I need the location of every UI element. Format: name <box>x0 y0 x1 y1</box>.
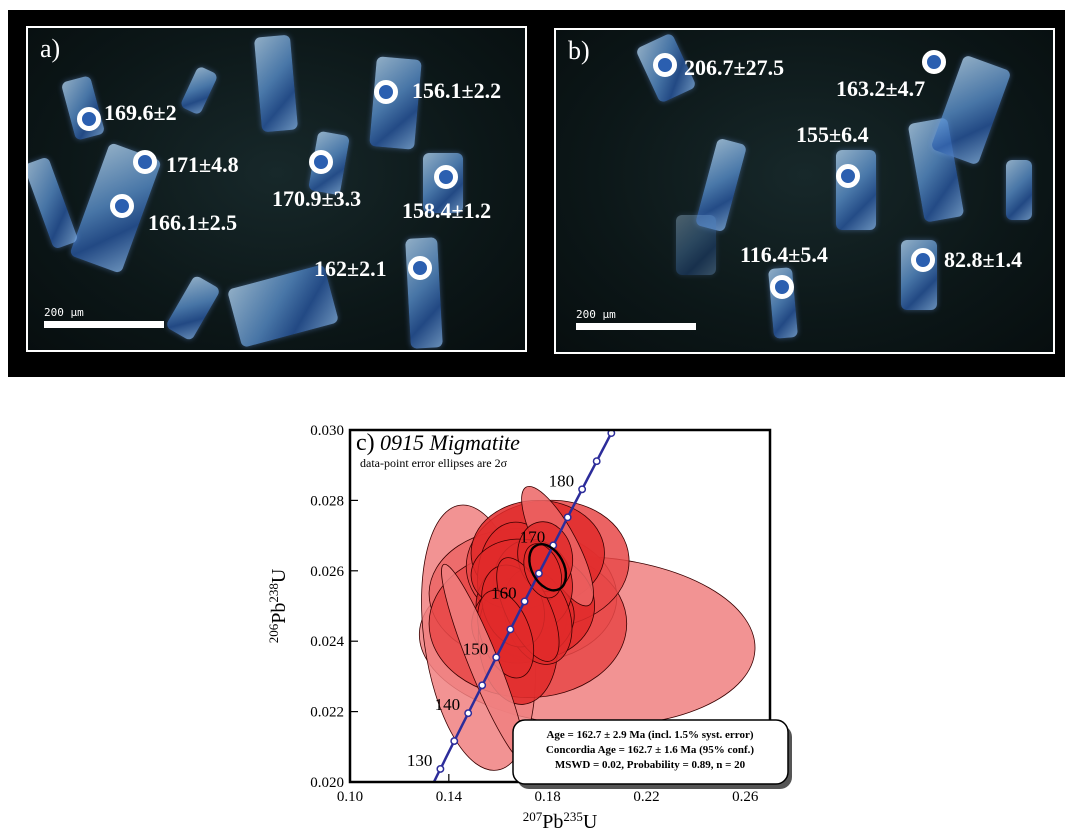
scale-bar-label: 200 µm <box>576 308 616 321</box>
spot-age-label: 206.7±27.5 <box>684 55 785 80</box>
x-axis-label-sup2: 235 <box>563 809 583 824</box>
concordia-age-label: 140 <box>435 695 461 714</box>
x-axis-label: 207Pb235U <box>523 809 598 834</box>
analysis-spot <box>374 80 398 104</box>
concordia-age-label: 170 <box>520 527 546 546</box>
y-tick-label: 0.030 <box>310 423 344 439</box>
spot-age-label: 170.9±3.3 <box>272 186 362 211</box>
concordia-age-marker <box>506 625 515 634</box>
cl-image-panel-b: b) 206.7±27.5 163.2±4.7 155±6.4 116.4±5.… <box>554 28 1055 354</box>
analysis-spot <box>77 107 101 131</box>
y-axis-label-tail: U <box>268 568 290 583</box>
tick-layer: 0.10 0.14 0.18 0.22 0.26 0.020 0.022 0.024 0.026… <box>310 423 759 805</box>
y-tick-label: 0.028 <box>310 493 344 509</box>
analysis-spot <box>133 150 157 174</box>
spot-age-label: 162±2.1 <box>314 256 387 281</box>
analysis-spot <box>770 275 794 299</box>
ellipse-layer <box>418 485 756 771</box>
x-tick-label: 0.22 <box>633 789 659 805</box>
x-tick-label: 0.26 <box>732 789 759 805</box>
analysis-spot <box>110 194 134 218</box>
concordia-age-label: 180 <box>549 471 575 490</box>
y-axis-label-base: Pb <box>268 603 290 624</box>
analysis-spot <box>434 165 458 189</box>
stats-line: MSWD = 0.02, Probability = 0.89, n = 20 <box>555 759 746 771</box>
concordia-age-marker <box>450 737 459 746</box>
concordia-age-label: 160 <box>491 583 517 602</box>
spot-age-label: 155±6.4 <box>796 122 869 147</box>
zircon-crystal <box>1006 160 1032 220</box>
zircon-crystal <box>836 150 876 230</box>
panel-label-a: a) <box>40 34 61 63</box>
x-axis-label-base: Pb <box>542 811 563 833</box>
stats-box: Age = 162.7 ± 2.9 Ma (incl. 1.5% syst. e… <box>512 719 792 789</box>
spot-age-label: 82.8±1.4 <box>944 247 1023 272</box>
stats-line: Concordia Age = 162.7 ± 1.6 Ma (95% conf… <box>546 744 754 756</box>
concordia-age-marker <box>578 485 587 494</box>
spot-age-label: 169.6±2 <box>104 100 177 125</box>
concordia-age-marker <box>534 569 543 578</box>
analysis-spot <box>653 53 677 77</box>
analysis-spot <box>836 164 860 188</box>
y-axis-label-sup2: 238 <box>266 583 281 603</box>
analysis-spot <box>922 50 946 74</box>
concordia-age-marker <box>592 457 601 466</box>
concordia-age-label: 130 <box>407 751 433 770</box>
concordia-age-marker <box>436 764 445 773</box>
spot-age-label: 158.4±1.2 <box>402 198 492 223</box>
y-tick-label: 0.026 <box>310 564 344 580</box>
spot-age-label: 171±4.8 <box>166 152 239 177</box>
x-tick-label: 0.10 <box>337 789 363 805</box>
x-axis-label-sup1: 207 <box>523 809 543 824</box>
analysis-spot <box>408 256 432 280</box>
zircon-crystal <box>676 215 716 275</box>
cl-image-panel-a: a) 169.6±2 171±4.8 166.1±2.5 170.9±3.3 1… <box>26 26 527 352</box>
chart-title: 0915 Migmatite <box>380 430 520 455</box>
analysis-spot <box>309 150 333 174</box>
spot-age-label: 156.1±2.2 <box>412 78 502 103</box>
concordia-age-marker <box>478 681 487 690</box>
scale-bar <box>44 321 164 328</box>
chart-subtitle: data-point error ellipses are 2σ <box>360 456 508 470</box>
panel-label-b: b) <box>568 36 590 65</box>
concordia-age-marker <box>563 513 572 522</box>
concordia-layer: 130 140 150 160 170 180 <box>407 430 616 782</box>
analysis-spot <box>911 248 935 272</box>
y-axis-label: 206Pb238U <box>266 568 291 643</box>
concordia-age-marker <box>607 430 616 438</box>
x-tick-label: 0.14 <box>436 789 463 805</box>
y-tick-label: 0.020 <box>310 775 344 791</box>
scale-bar-label: 200 µm <box>44 306 84 319</box>
panel-label-c: c) <box>356 430 375 456</box>
spot-age-label: 116.4±5.4 <box>740 242 828 267</box>
y-tick-label: 0.024 <box>310 634 344 650</box>
concordia-age-label: 150 <box>463 639 489 658</box>
concordia-age-marker <box>464 709 473 718</box>
spot-age-label: 166.1±2.5 <box>148 210 238 235</box>
x-axis-label-tail: U <box>583 811 598 833</box>
scale-bar <box>576 323 696 330</box>
spot-age-label: 163.2±4.7 <box>836 76 926 101</box>
x-tick-label: 0.18 <box>535 789 561 805</box>
y-axis-label-sup1: 206 <box>266 623 281 643</box>
stats-line: Age = 162.7 ± 2.9 Ma (incl. 1.5% syst. e… <box>546 729 753 741</box>
stats-box-body <box>512 719 789 785</box>
concordia-age-marker <box>492 653 501 662</box>
y-tick-label: 0.022 <box>310 705 344 721</box>
concordia-age-marker <box>520 597 529 606</box>
concordia-group <box>432 430 616 782</box>
concordia-age-ellipse <box>528 543 568 592</box>
